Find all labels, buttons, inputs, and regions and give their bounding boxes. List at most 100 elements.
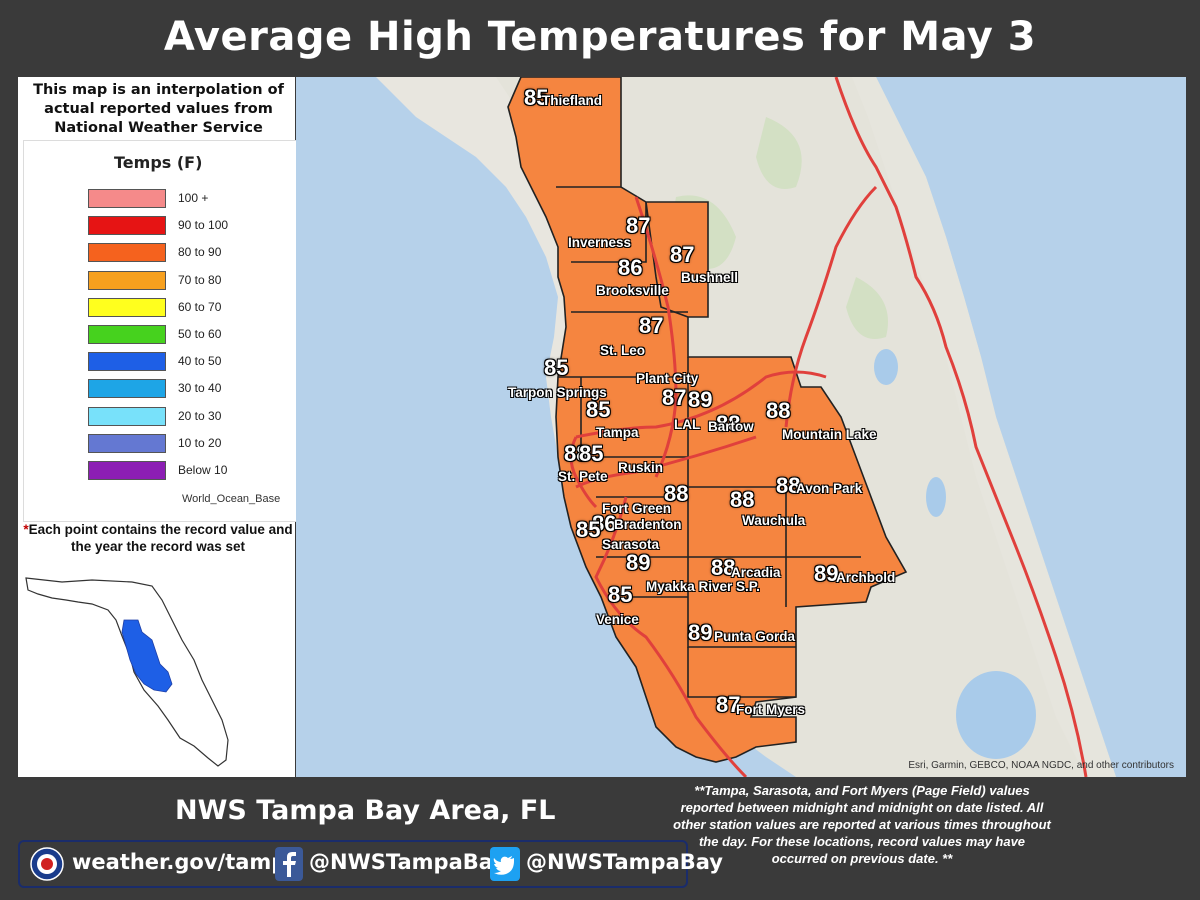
twitter-text: @NWSTampaBay: [526, 850, 723, 874]
legend-swatch: [88, 461, 166, 480]
twitter-link[interactable]: @NWSTampaBay: [490, 847, 723, 881]
atlantic-ocean: [876, 77, 1186, 777]
legend-label: 60 to 70: [178, 299, 222, 314]
station-name: Fort Myers: [736, 702, 806, 717]
legend-item: 90 to 100: [88, 216, 298, 236]
station-name: Fort Green: [602, 501, 672, 516]
legend-title: Temps (F): [114, 153, 203, 172]
legend-item: Below 10: [88, 461, 298, 480]
legend-label: 40 to 50: [178, 354, 222, 369]
legend-swatch: [88, 189, 166, 208]
legend-item: 40 to 50: [88, 352, 298, 372]
legend-item: 30 to 40: [88, 379, 298, 399]
station-value: 86: [592, 511, 617, 536]
station-value: 86: [618, 255, 643, 280]
station-value: 89: [688, 387, 713, 412]
legend-label: 50 to 60: [178, 327, 222, 341]
map-attribution: Esri, Garmin, GEBCO, NOAA NGDC, and othe…: [908, 760, 1174, 771]
station-value: 87: [662, 385, 687, 410]
station-name: Sarasota: [602, 537, 660, 552]
station-name: Avon Park: [796, 481, 863, 496]
station-value: 87: [639, 313, 664, 338]
facebook-text: @NWSTampaBay: [309, 850, 506, 874]
legend-label: 90 to 100: [178, 218, 229, 233]
legend-label: 10 to 20: [178, 435, 222, 450]
station-name: Plant City: [636, 371, 699, 386]
florida-outline: [25, 577, 229, 767]
station-value: 85: [524, 85, 549, 110]
station-value: 88: [716, 411, 741, 436]
legend: Temps (F) 100 + 90 to 100 80 to 90 70 to 80…: [23, 140, 310, 522]
record-note: *Each point contains the record value an…: [18, 521, 298, 555]
lake-tohopekaliga: [874, 349, 898, 385]
legend-swatch: [88, 297, 166, 317]
legend-label: Below 10: [178, 463, 228, 477]
legend-swatch: [88, 216, 166, 236]
legend-item: 50 to 60: [88, 325, 298, 344]
twitter-icon: [490, 847, 520, 881]
legend-item: 70 to 80: [88, 270, 298, 290]
station-name: Myakka River S.P.: [646, 579, 760, 594]
legend-swatch: [88, 325, 166, 344]
note-text: Each point contains the record value and…: [28, 522, 293, 554]
station-value: 85: [608, 582, 633, 607]
station-name: Arcadia: [731, 565, 781, 580]
legend-swatch: [88, 243, 166, 263]
station-name: LAL: [674, 417, 701, 432]
legend-label: 80 to 90: [178, 245, 222, 260]
station-name: Brooksville: [596, 283, 669, 298]
station-value: 89: [814, 561, 839, 586]
station-name: Bradenton: [614, 517, 682, 532]
station-value: 89: [688, 620, 713, 645]
station-value: 88: [564, 441, 589, 466]
cwa-region: [507, 77, 908, 763]
office-name: NWS Tampa Bay Area, FL: [175, 795, 556, 826]
station-value: 87: [716, 692, 741, 717]
station-value: 85: [544, 355, 569, 380]
temperature-map[interactable]: Esri, Garmin, GEBCO, NOAA NGDC, and othe…: [296, 77, 1186, 777]
legend-item: 80 to 90: [88, 243, 298, 263]
facebook-icon: [275, 847, 303, 881]
county-warning-area: [121, 619, 173, 693]
station-name: Ruskin: [618, 460, 664, 475]
footnote: **Tampa, Sarasota, and Fort Myers (Page …: [673, 783, 1051, 866]
station-value: 85: [576, 517, 601, 542]
station-name: Punta Gorda: [714, 629, 796, 644]
station-name: Inverness: [568, 235, 632, 250]
station-name: Bartow: [708, 419, 754, 434]
station-name: St. Leo: [600, 343, 646, 358]
station-value: 85: [579, 441, 604, 466]
station-value: 88: [664, 481, 689, 506]
legend-swatch: [88, 379, 166, 399]
station-name: St. Pete: [558, 469, 608, 484]
lake-okeechobee: [956, 671, 1036, 759]
station-name: Tampa: [596, 425, 639, 440]
legend-swatch: [88, 352, 166, 372]
station-value: 87: [670, 242, 695, 267]
station-name: Venice: [596, 612, 639, 627]
facebook-link[interactable]: @NWSTampaBay: [275, 847, 506, 881]
page-title: Average High Temperatures for May 3: [163, 14, 1037, 60]
green-areas: [673, 117, 888, 339]
legend-label: 20 to 30: [178, 408, 222, 423]
legend-swatch: [88, 433, 166, 453]
station-value: 85: [586, 397, 611, 422]
legend-label: 30 to 40: [178, 381, 222, 396]
legend-swatch: [88, 406, 166, 426]
florida-inset-map: [22, 560, 292, 770]
legend-item: 100 +: [88, 189, 298, 208]
legend-label: 100 +: [178, 191, 209, 205]
station-name: Archbold: [836, 570, 896, 585]
station-name: Bushnell: [681, 270, 739, 285]
legend-item: 10 to 20: [88, 433, 298, 453]
station-value: 88: [711, 555, 736, 580]
website-link[interactable]: weather.gov/tampa: [30, 847, 301, 881]
station-name: Wauchula: [742, 513, 806, 528]
nws-logo-icon: [30, 847, 64, 881]
station-name: Mountain Lake: [782, 427, 877, 442]
station-name: Tarpon Springs: [508, 385, 607, 400]
station-value: 88: [776, 473, 801, 498]
website-text: weather.gov/tampa: [72, 850, 301, 874]
station-value: 89: [626, 550, 651, 575]
note-star: *: [23, 522, 29, 537]
